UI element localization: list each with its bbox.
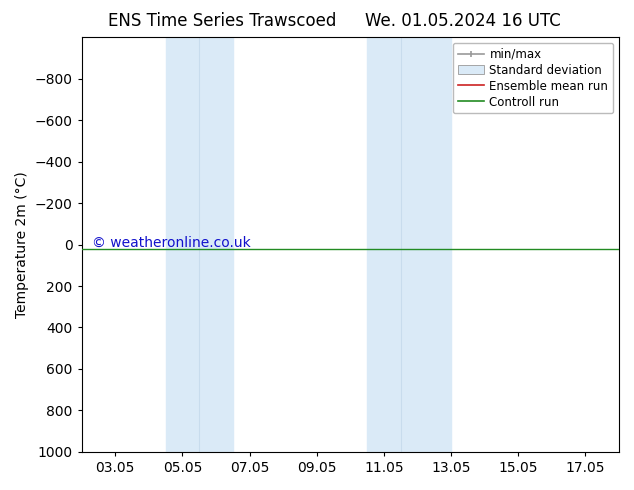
Bar [367,37,451,452]
Text: We. 01.05.2024 16 UTC: We. 01.05.2024 16 UTC [365,12,560,30]
Bar [165,37,233,452]
Text: ENS Time Series Trawscoed: ENS Time Series Trawscoed [108,12,336,30]
Y-axis label: Temperature 2m (°C): Temperature 2m (°C) [15,171,29,318]
Text: © weatheronline.co.uk: © weatheronline.co.uk [93,236,251,250]
Legend: min/max, Standard deviation, Ensemble mean run, Controll run: min/max, Standard deviation, Ensemble me… [453,43,613,113]
